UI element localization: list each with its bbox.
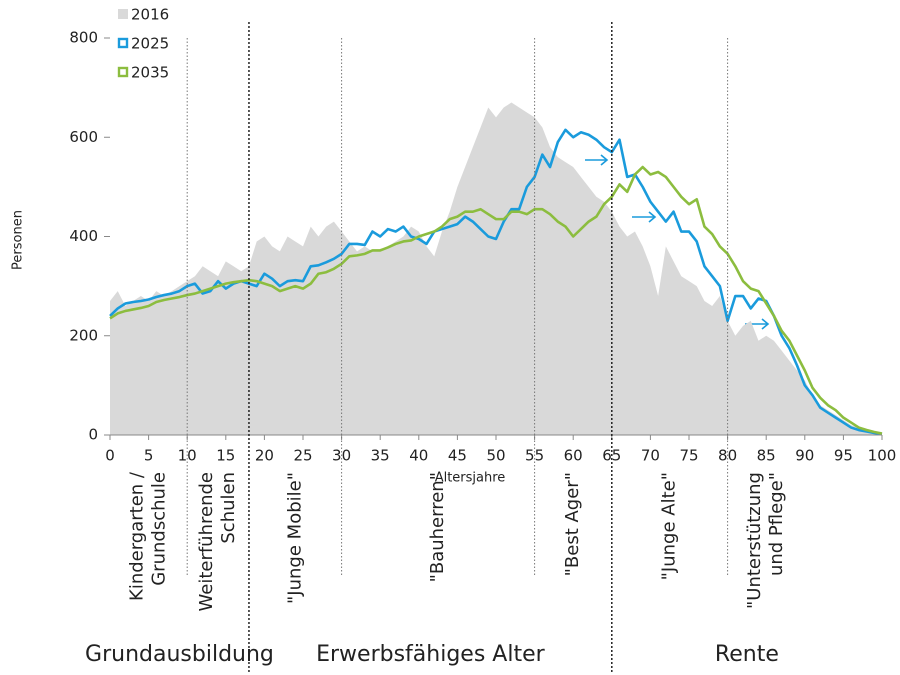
x-tick-label: 90: [795, 447, 814, 465]
legend-swatch: [117, 37, 129, 49]
arrow: [632, 211, 657, 223]
y-axis-label: Personen: [11, 210, 26, 270]
x-tick-label: 0: [105, 447, 115, 465]
legend-swatch: [117, 66, 129, 78]
group-label: Rente: [715, 642, 779, 667]
legend-label: 2035: [131, 64, 169, 82]
x-tick-label: 45: [448, 447, 467, 465]
x-tick-label: 25: [293, 447, 312, 465]
line: [109, 165, 883, 435]
phase-label: "Unterstützung: [744, 472, 765, 609]
group-label: Grundausbildung: [85, 642, 274, 667]
x-tick-label: 75: [679, 447, 698, 465]
phase-label: "Junge Mobile": [284, 472, 305, 604]
area: [110, 102, 882, 435]
phase-label: Schulen: [218, 472, 239, 544]
legend-label: 2016: [131, 6, 169, 24]
x-tick-label: 40: [409, 447, 428, 465]
phase-label: "Best Ager": [562, 472, 583, 576]
x-tick-label: 70: [641, 447, 660, 465]
y-tick-label: 0: [88, 426, 98, 444]
legend-label: 2025: [131, 35, 169, 53]
phase-label: und Pflege": [766, 472, 787, 576]
phase-label: Grundschule: [149, 472, 170, 586]
x-tick-label: 100: [868, 447, 897, 465]
arrows: [585, 154, 770, 330]
phase-label: "Bauherren": [427, 472, 448, 582]
x-tick-label: 85: [757, 447, 776, 465]
arrow: [585, 154, 609, 166]
x-axis-label: Altersjahre: [435, 471, 506, 486]
x-tick-label: 15: [216, 447, 235, 465]
y-tick-label: 600: [69, 128, 98, 146]
legend-swatch: [118, 9, 128, 19]
x-tick-label: 60: [564, 447, 583, 465]
y-tick-label: 800: [69, 29, 98, 47]
phase-label: Kindergarten /: [127, 471, 148, 601]
phase-label: Weiterführende: [196, 472, 217, 612]
x-tick-label: 20: [255, 447, 274, 465]
group-label: Erwerbsfähiges Alter: [316, 642, 546, 667]
y-tick-label: 400: [69, 227, 98, 245]
x-tick-label: 35: [371, 447, 390, 465]
x-tick-label: 95: [834, 447, 853, 465]
phase-label: "Junge Alte": [659, 472, 680, 580]
y-tick-label: 200: [69, 326, 98, 344]
x-tick-label: 5: [144, 447, 154, 465]
x-tick-label: 50: [486, 447, 505, 465]
